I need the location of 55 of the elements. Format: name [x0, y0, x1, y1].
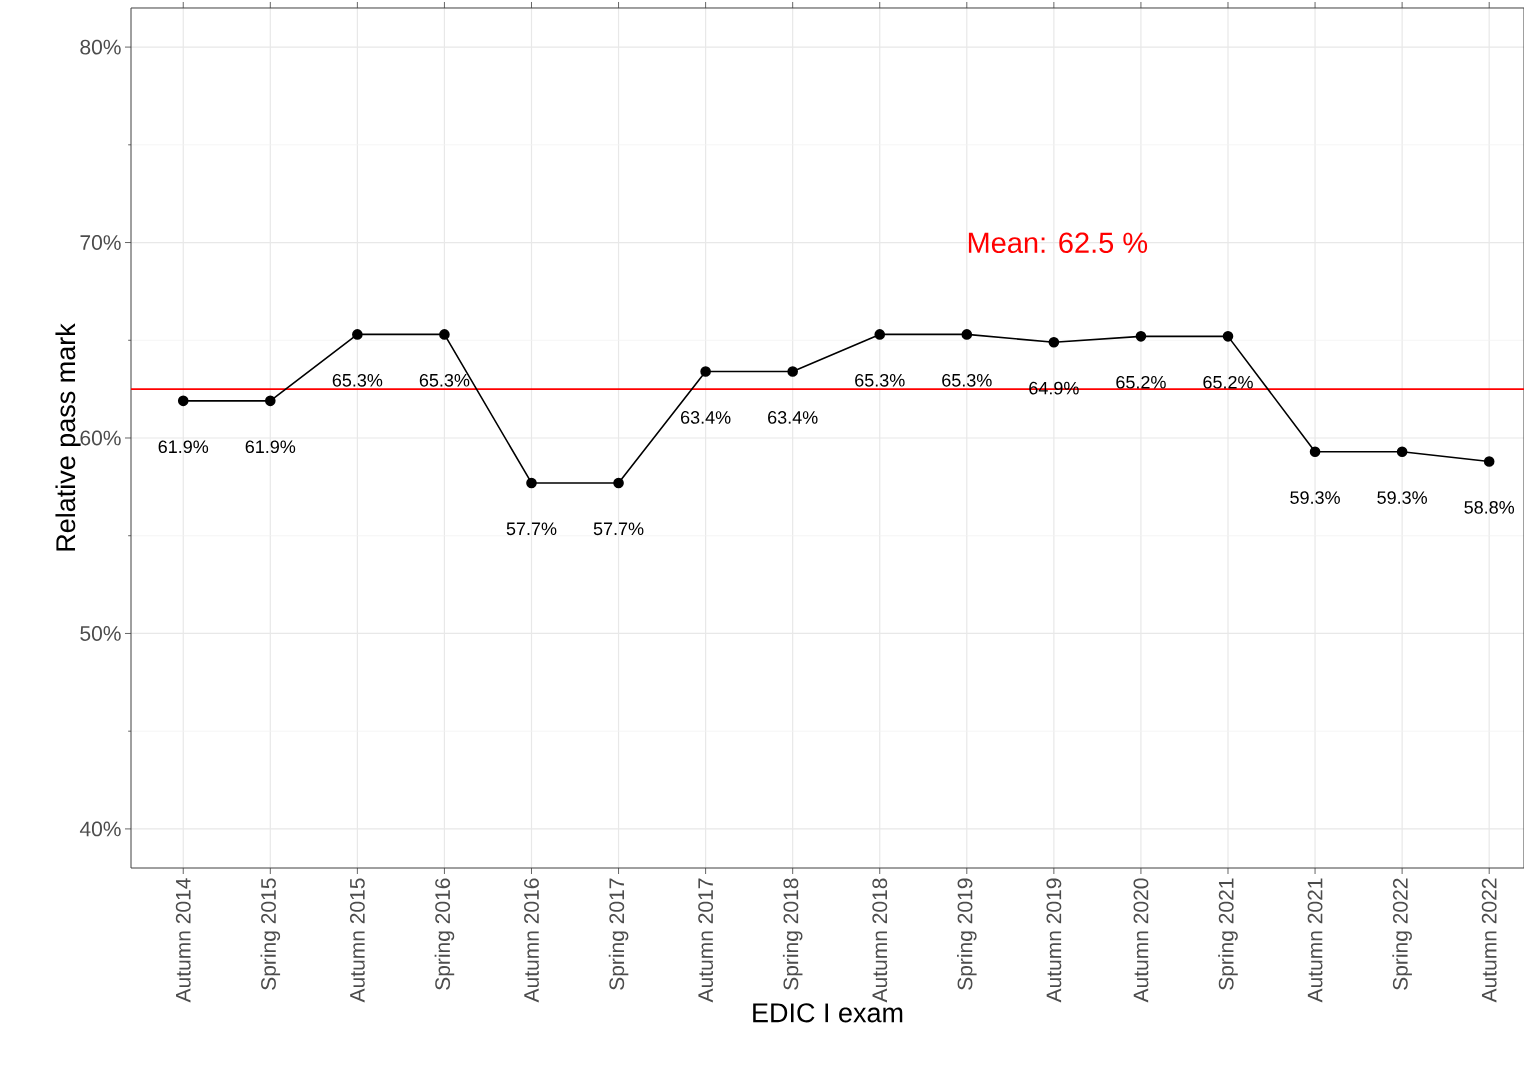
data-label: 65.3% — [332, 373, 383, 387]
x-tick-label: Autumn 2016 — [524, 878, 539, 1003]
ref-line-label: Mean: 62.5 % — [968, 232, 1148, 254]
data-label: 58.8% — [1464, 500, 1515, 514]
point — [1048, 336, 1060, 348]
point — [1222, 331, 1234, 342]
data-label: 61.9% — [158, 440, 209, 454]
y-tick-label: 80% — [80, 39, 121, 55]
x-tick-label: Autumn 2014 — [175, 878, 191, 1003]
point — [1309, 446, 1321, 457]
point — [613, 477, 624, 489]
point — [1396, 446, 1408, 457]
y-tick-label: 70% — [80, 235, 121, 250]
x-tick-label: Spring 2022 — [1392, 878, 1412, 990]
data-label: 59.3% — [1290, 491, 1340, 504]
x-tick-label: Spring 2016 — [434, 878, 455, 990]
x-tick-label: Autumn 2018 — [872, 878, 888, 1003]
x-tick-label: Autumn 2022 — [1481, 878, 1497, 1003]
point — [352, 329, 363, 340]
point — [265, 395, 276, 407]
x-tick-label: Spring 2018 — [782, 878, 803, 990]
x-tick-label: Autumn 2021 — [1307, 878, 1323, 1003]
point — [526, 477, 537, 489]
x-tick-label: Autumn 2017 — [698, 878, 714, 1003]
data-label: 63.4% — [681, 411, 731, 424]
x-axis-title: EDIC I exam — [753, 1003, 903, 1023]
y-axis-title: Relative pass mark — [55, 323, 81, 551]
data-label: 57.7% — [593, 522, 644, 536]
x-tick-label: Spring 2015 — [260, 878, 281, 990]
data-label: 65.2% — [1116, 375, 1166, 389]
x-tick-label: Autumn 2020 — [1133, 878, 1149, 1003]
data-label: 65.2% — [1203, 375, 1253, 389]
data-label: 61.9% — [245, 440, 296, 454]
y-tick-label: 60% — [80, 430, 121, 446]
point — [961, 329, 973, 340]
y-tick-label: 50% — [80, 626, 121, 641]
data-label: 65.3% — [942, 373, 992, 387]
data-label: 65.3% — [419, 373, 470, 387]
point — [874, 329, 886, 340]
data-label: 63.4% — [768, 411, 818, 424]
data-label: 57.7% — [506, 522, 557, 536]
x-tick-label: Autumn 2015 — [349, 878, 365, 1003]
point — [787, 366, 798, 377]
x-tick-label: Spring 2021 — [1218, 878, 1238, 990]
point — [1483, 456, 1495, 467]
point — [1135, 331, 1147, 342]
point — [439, 329, 450, 340]
x-tick-label: Autumn 2019 — [1046, 878, 1062, 1003]
data-label: 59.3% — [1377, 491, 1427, 504]
point — [700, 366, 711, 377]
y-tick-label: 40% — [79, 821, 121, 837]
x-tick-label: Spring 2019 — [957, 878, 977, 990]
point — [177, 395, 189, 407]
x-tick-label: Spring 2017 — [608, 878, 629, 990]
data-label: 65.3% — [855, 373, 905, 387]
